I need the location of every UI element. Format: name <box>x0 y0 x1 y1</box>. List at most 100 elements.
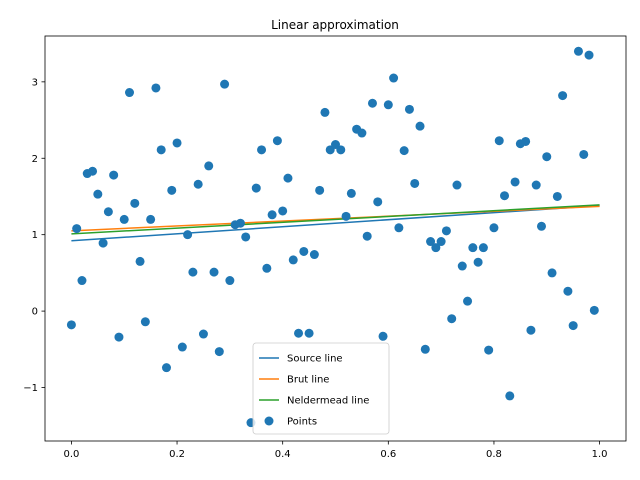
scatter-point <box>394 223 404 233</box>
legend-label: Source line <box>287 354 343 365</box>
scatter-point <box>589 305 599 315</box>
scatter-point <box>193 179 203 189</box>
scatter-point <box>431 243 441 253</box>
scatter-point <box>510 177 520 187</box>
axes-frame <box>44 35 627 442</box>
scatter-point <box>135 256 145 266</box>
x-tick-label: 0.8 <box>486 449 502 460</box>
scatter-point <box>478 243 488 253</box>
scatter-point <box>235 218 245 228</box>
legend-label: Points <box>287 417 317 428</box>
scatter-point <box>309 250 319 260</box>
scatter-point <box>457 261 467 271</box>
scatter-point <box>77 276 87 286</box>
scatter-point <box>399 146 409 156</box>
scatter-point <box>494 136 504 146</box>
scatter-point <box>93 189 103 199</box>
series-line-2 <box>71 204 600 235</box>
scatter-point <box>410 178 420 188</box>
scatter-point <box>156 145 166 155</box>
x-tick-label: 0.2 <box>169 449 185 460</box>
series-line-0 <box>71 204 600 242</box>
plot-area <box>66 46 600 428</box>
scatter-point <box>367 98 377 108</box>
scatter-point <box>531 180 541 190</box>
x-tick-label: 0.4 <box>275 449 291 460</box>
scatter-point <box>251 183 261 193</box>
scatter-point <box>88 166 98 176</box>
scatter-point <box>220 79 230 89</box>
scatter-point <box>346 188 356 198</box>
scatter-point <box>383 100 393 110</box>
scatter-point <box>267 210 277 220</box>
scatter-point <box>389 73 399 83</box>
scatter-point <box>214 347 224 357</box>
scatter-point <box>521 136 531 146</box>
legend-box <box>252 342 390 435</box>
scatter-point <box>500 191 510 201</box>
scatter-point <box>373 197 383 207</box>
scatter-point <box>536 221 546 231</box>
axes: 0.0 0.2 0.4 0.6 0.8 1.0 −1 0 1 2 3 <box>23 35 627 460</box>
chart-title: Linear approximation <box>271 18 399 32</box>
y-tick-label: −1 <box>23 383 38 394</box>
scatter-point <box>526 325 536 335</box>
y-tick-label: 0 <box>32 307 38 318</box>
scatter-point <box>209 267 219 277</box>
legend: Source line Brut line Neldermead line Point… <box>252 342 390 435</box>
x-tick-label: 1.0 <box>592 449 608 460</box>
y-tick-label: 1 <box>32 230 38 241</box>
legend-point-swatch <box>264 416 274 426</box>
scatter-point <box>146 214 156 224</box>
scatter-point <box>103 207 113 217</box>
scatter-point <box>362 231 372 241</box>
scatter-point <box>320 107 330 117</box>
scatter-point <box>140 317 150 327</box>
scatter-point <box>584 50 594 60</box>
legend-label: Neldermead line <box>287 396 369 407</box>
scatter-point <box>294 328 304 338</box>
x-tick-label: 0.0 <box>63 449 79 460</box>
scatter-point <box>463 296 473 306</box>
scatter-point <box>436 237 446 247</box>
scatter-point <box>452 180 462 190</box>
scatter-point <box>183 230 193 240</box>
scatter-point <box>161 363 171 373</box>
y-tick-label: 3 <box>32 77 38 88</box>
scatter-point <box>357 128 367 138</box>
y-tick-label: 2 <box>32 154 38 165</box>
scatter-point <box>568 321 578 331</box>
scatter-point <box>167 185 177 195</box>
scatter-point <box>119 214 129 224</box>
scatter-point <box>378 331 388 341</box>
scatter-point <box>283 173 293 183</box>
scatter-point <box>579 149 589 159</box>
scatter-point <box>489 223 499 233</box>
x-tick-label: 0.6 <box>380 449 396 460</box>
scatter-point <box>172 138 182 148</box>
scatter-point <box>198 329 208 339</box>
scatter-point <box>547 268 557 278</box>
scatter-point <box>257 145 267 155</box>
scatter-point <box>315 185 325 195</box>
scatter-point <box>225 276 235 286</box>
scatter-point <box>404 104 414 114</box>
scatter-point <box>563 286 573 296</box>
scatter-point <box>542 152 552 162</box>
scatter-point <box>447 314 457 324</box>
scatter-point <box>114 332 124 342</box>
scatter-point <box>109 170 119 180</box>
scatter-point <box>188 267 198 277</box>
scatter-point <box>441 226 451 236</box>
scatter-point <box>204 161 214 171</box>
scatter-point <box>66 320 76 330</box>
scatter-point <box>98 238 108 248</box>
scatter-point <box>336 145 346 155</box>
scatter-point <box>262 263 272 273</box>
series-line-1 <box>71 205 600 232</box>
scatter-point <box>304 328 314 338</box>
scatter-point <box>130 198 140 208</box>
scatter-point <box>473 257 483 267</box>
scatter-point <box>72 224 82 234</box>
